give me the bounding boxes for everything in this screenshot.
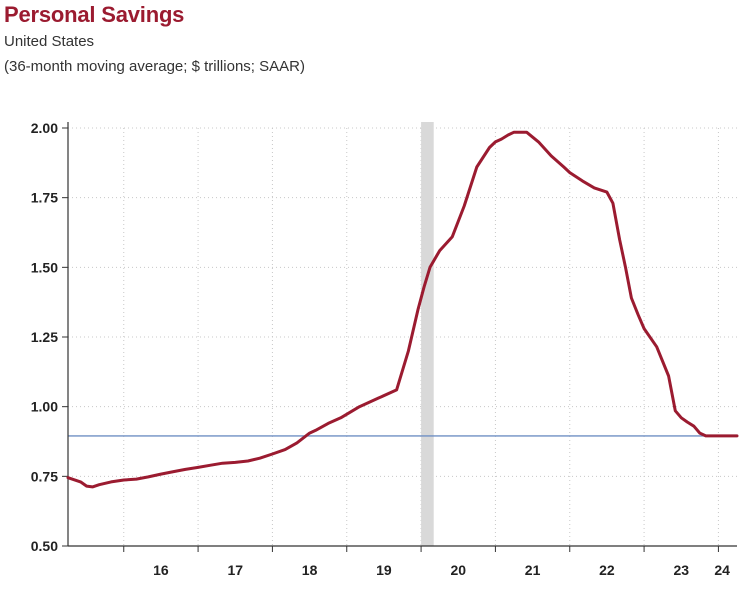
- x-tick-label: 19: [376, 562, 392, 578]
- x-tick-labels: 16 17 18 19 20 21 22 23 24: [153, 562, 730, 578]
- recession-shading: [421, 122, 434, 546]
- chart-note: (36-month moving average; $ trillions; S…: [4, 58, 305, 75]
- y-tick-label: 1.00: [31, 399, 58, 415]
- x-tick-label: 24: [714, 562, 730, 578]
- x-tick-label: 22: [599, 562, 615, 578]
- y-tick-label: 0.50: [31, 538, 58, 554]
- series-line-personal-savings: [66, 130, 739, 489]
- y-tick-label: 1.25: [31, 329, 58, 345]
- gridlines: [62, 127, 737, 552]
- chart-subtitle: United States: [4, 33, 95, 50]
- y-tick-labels: 0.50 0.75 1.00 1.25 1.50 1.75 2.00: [31, 120, 58, 554]
- chart-title: Personal Savings: [4, 2, 185, 27]
- x-tick-label: 16: [153, 562, 169, 578]
- y-tick-label: 0.75: [31, 468, 58, 484]
- x-tick-label: 20: [450, 562, 466, 578]
- x-tick-label: 17: [227, 562, 243, 578]
- x-tick-label: 18: [302, 562, 318, 578]
- x-tick-label: 23: [673, 562, 689, 578]
- y-tick-label: 1.50: [31, 259, 58, 275]
- y-tick-label: 1.75: [31, 190, 58, 206]
- x-tick-label: 21: [525, 562, 541, 578]
- y-tick-label: 2.00: [31, 120, 58, 136]
